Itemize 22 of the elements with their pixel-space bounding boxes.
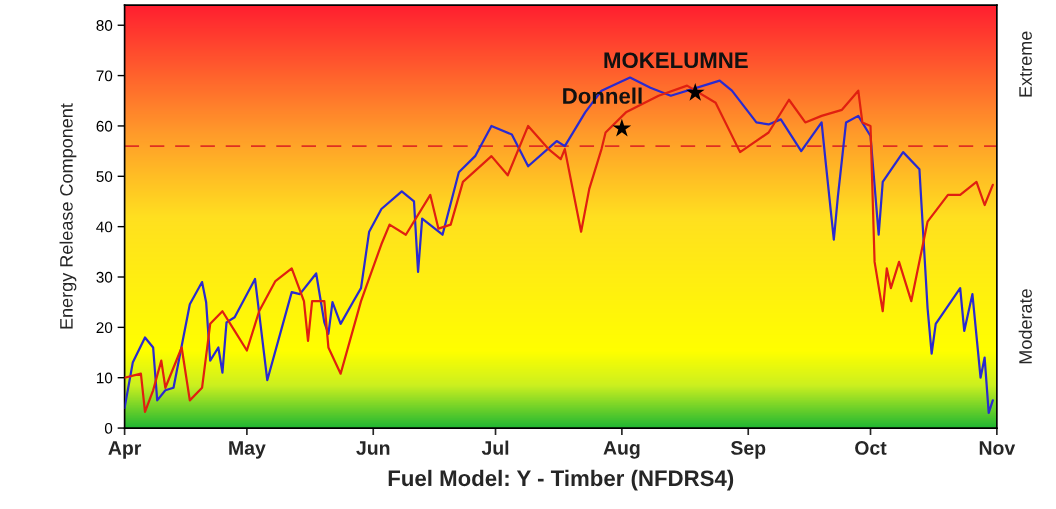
text: Extreme — [1019, 31, 1032, 97]
x-tick-label: Jul — [481, 440, 509, 455]
text: Moderate — [1018, 289, 1032, 364]
y-tick-label: 50 — [96, 171, 113, 182]
y-axis-title: Energy Release Component — [59, 103, 77, 329]
x-axis-title: Fuel Model: Y - Timber (NFDRS4) — [388, 469, 734, 491]
x-tick-label: Sep — [730, 441, 766, 459]
x-tick-label: Apr — [108, 441, 142, 459]
y-tick-label: 10 — [96, 372, 113, 384]
x-tick-label: Oct — [855, 441, 887, 455]
y-tick-label: 80 — [96, 20, 113, 31]
y-tick-label: 0 — [104, 422, 113, 434]
x-tick-label: May — [229, 441, 266, 459]
x-tick-label: Aug — [603, 441, 640, 459]
x-tick-label: Nov — [979, 441, 1016, 455]
y-tick-label: 20 — [96, 322, 113, 334]
y-tick-label: 60 — [96, 120, 113, 132]
y-tick-label: 30 — [96, 271, 113, 283]
annotation: MOKELUMNE — [604, 52, 748, 69]
x-tick-label: Jun — [356, 441, 390, 455]
y-tick-label: 40 — [96, 221, 113, 233]
y-tick-label: 70 — [96, 70, 113, 82]
